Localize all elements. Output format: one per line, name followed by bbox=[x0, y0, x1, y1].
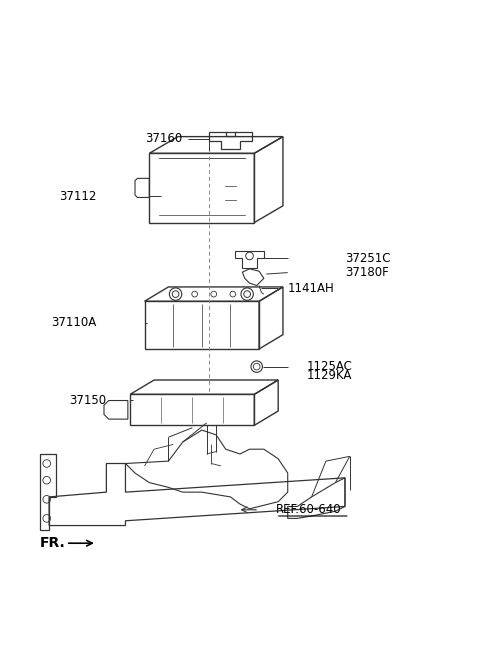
Text: 37150: 37150 bbox=[69, 394, 107, 407]
Text: 37180F: 37180F bbox=[345, 266, 389, 279]
Text: 37160: 37160 bbox=[145, 132, 183, 145]
Text: 1129KA: 1129KA bbox=[307, 369, 352, 382]
Text: REF.60-640: REF.60-640 bbox=[276, 503, 341, 516]
Text: FR.: FR. bbox=[39, 536, 65, 550]
Text: 37110A: 37110A bbox=[51, 316, 97, 329]
Text: 1125AC: 1125AC bbox=[307, 360, 353, 373]
Text: 1141AH: 1141AH bbox=[288, 282, 335, 295]
Text: 37112: 37112 bbox=[60, 190, 97, 203]
Text: 37251C: 37251C bbox=[345, 252, 391, 265]
